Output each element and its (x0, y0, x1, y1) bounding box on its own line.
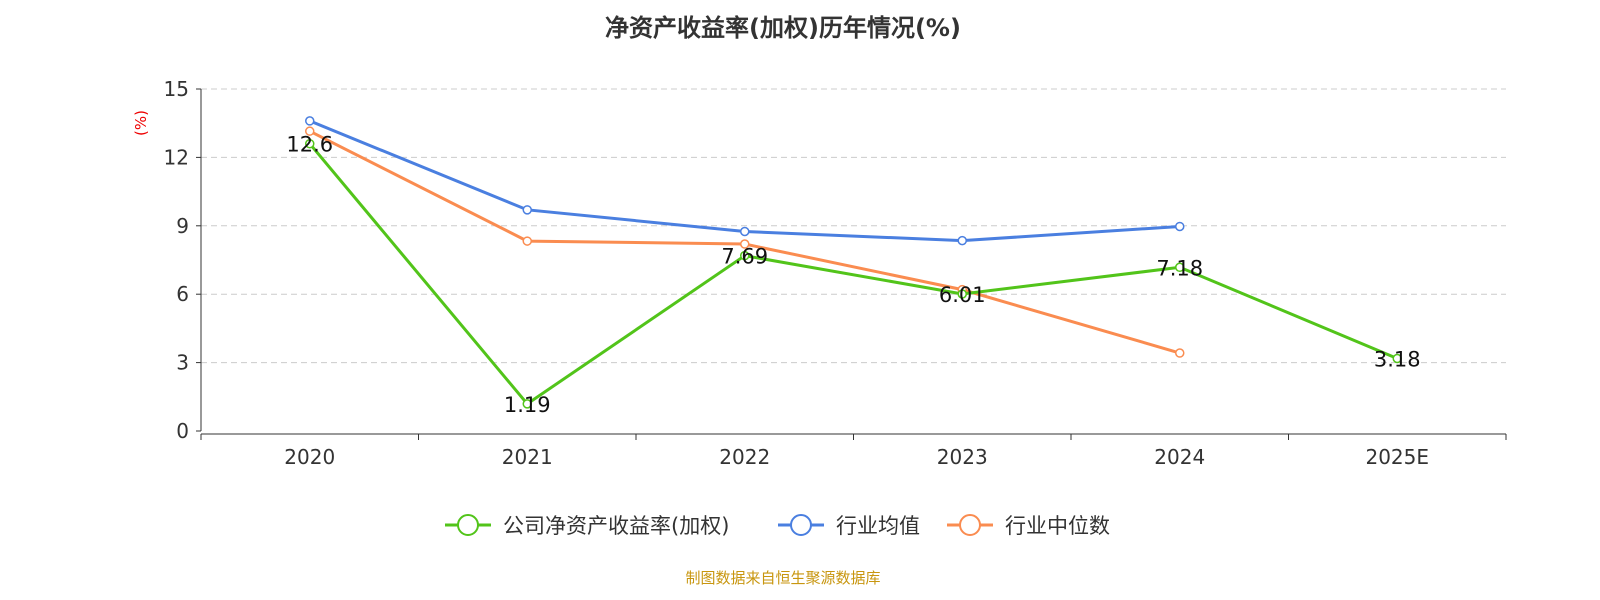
legend-label: 行业中位数 (1005, 514, 1110, 538)
x-tick-label: 2021 (502, 445, 553, 469)
y-axis-label: (%) (132, 110, 150, 136)
chart-title: 净资产收益率(加权)历年情况(%) (605, 14, 961, 42)
y-tick-label: 3 (176, 351, 189, 375)
data-label: 6.01 (939, 283, 986, 307)
data-point (522, 205, 532, 215)
data-point (305, 138, 315, 149)
x-tick-label: 2023 (937, 445, 988, 469)
x-tick-label: 2022 (719, 445, 770, 469)
x-tick-label: 2020 (284, 445, 335, 469)
data-point (1175, 221, 1185, 232)
data-label: 3.18 (1374, 347, 1421, 371)
data-label: 7.69 (721, 245, 768, 269)
data-label: 7.18 (1156, 256, 1203, 280)
data-point (957, 289, 967, 299)
x-tick-label: 2025E (1365, 445, 1429, 469)
data-point (1392, 353, 1402, 364)
y-tick-label: 0 (176, 419, 189, 443)
y-tick-label: 15 (164, 77, 189, 101)
y-tick-label: 9 (176, 214, 189, 238)
legend-label: 公司净资产收益率(加权) (503, 514, 729, 538)
y-tick-label: 6 (176, 282, 189, 306)
data-point (740, 250, 750, 261)
data-point (522, 399, 532, 409)
legend-marker (790, 514, 812, 536)
data-point (1175, 348, 1185, 358)
data-point (305, 126, 315, 136)
data-point (740, 226, 750, 237)
series-line (309, 119, 1180, 243)
legend-marker (959, 514, 981, 536)
data-point (957, 235, 967, 246)
source-note: 制图数据来自恒生聚源数据库 (685, 569, 881, 587)
series-line (308, 142, 1398, 406)
data-point (1175, 262, 1185, 273)
legend-label: 行业均值 (836, 514, 920, 538)
data-label: 12.6 (286, 133, 333, 157)
data-point (522, 236, 532, 246)
data-label: 1.19 (504, 393, 551, 417)
legend-marker (457, 514, 479, 536)
y-tick-label: 12 (164, 145, 189, 169)
data-point (305, 116, 315, 126)
x-tick-label: 2024 (1154, 445, 1205, 469)
data-point (740, 239, 750, 249)
